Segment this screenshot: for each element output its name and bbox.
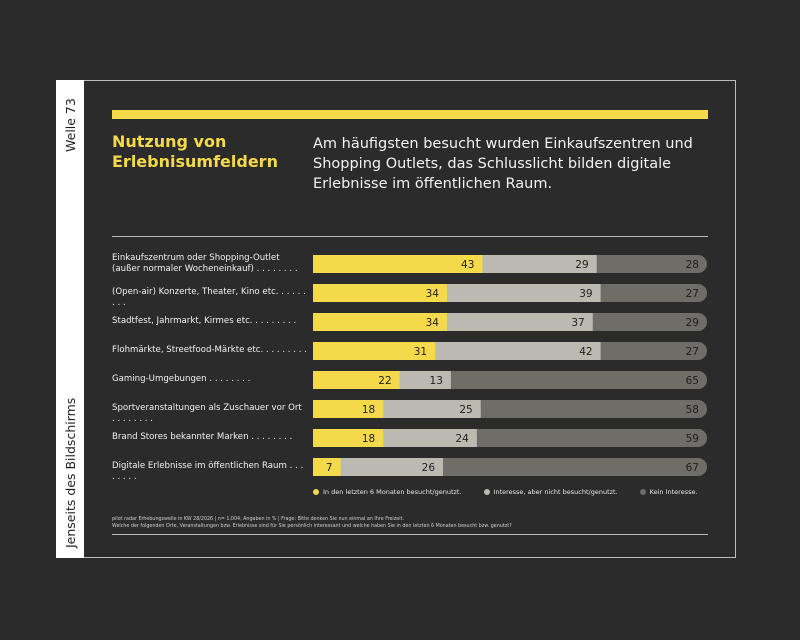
legend-dot-darkgray <box>639 489 646 495</box>
top-divider <box>112 236 708 237</box>
bar-cap-interest-8 <box>425 458 444 476</box>
value-label-no-interest-1: 28 <box>686 259 699 271</box>
category-label-4: Flohmärkte, Streetfood-Märkte etc. . . .… <box>112 345 307 355</box>
bar-cap-visited-6 <box>365 400 384 418</box>
accent-bar <box>112 110 708 119</box>
value-label-interest-7: 24 <box>455 433 469 445</box>
legend-item-interest: Interesse, aber nicht besucht/genutzt. <box>483 488 618 496</box>
category-label-7: Brand Stores bekannter Marken . . . . . … <box>112 432 293 442</box>
value-label-visited-5: 22 <box>378 375 391 387</box>
category-label-8: Digitale Erlebnisse im öffentlichen Raum… <box>112 461 304 482</box>
bar-cap-visited-1 <box>464 255 483 273</box>
bar-visited-6 <box>313 400 384 418</box>
bar-cap-visited-2 <box>428 284 447 302</box>
bar-visited-3 <box>313 313 447 331</box>
value-label-interest-2: 39 <box>579 288 592 300</box>
value-label-interest-5: 13 <box>430 375 443 387</box>
category-label-3: Stadtfest, Jahrmarkt, Kirmes etc. . . . … <box>112 316 297 326</box>
bar-cap-interest-5 <box>432 371 451 389</box>
bar-cap-interest-1 <box>578 255 597 273</box>
value-label-no-interest-6: 58 <box>686 404 699 416</box>
value-label-visited-2: 34 <box>426 288 440 300</box>
chart-title: Nutzung von Erlebnisumfeldern <box>112 132 278 171</box>
value-label-interest-4: 42 <box>579 346 592 358</box>
side-strip <box>56 80 84 558</box>
category-label-6: Sportveranstaltungen als Zuschauer vor O… <box>112 403 302 424</box>
topic-label: Jenseits des Bildschirms <box>63 397 78 548</box>
value-label-no-interest-4: 27 <box>686 346 699 358</box>
value-label-visited-3: 34 <box>426 317 440 329</box>
value-label-visited-7: 18 <box>362 433 375 445</box>
value-label-interest-1: 29 <box>575 259 588 271</box>
bar-cap-interest-2 <box>582 284 601 302</box>
legend-dot-lightgray <box>483 489 490 495</box>
bar-interest-8 <box>313 458 444 476</box>
legend-label-interest: Interesse, aber nicht besucht/genutzt. <box>493 488 618 496</box>
bar-cap-visited-8 <box>322 458 341 476</box>
bar-cap-interest-4 <box>582 342 601 360</box>
category-label-1: Einkaufszentrum oder Shopping-Outlet (au… <box>112 253 298 274</box>
stacked-bar-chart: 43 29 28 34 39 27 34 37 29 31 42 27 22 13 65 18 25 58 18 24… <box>313 255 707 476</box>
legend-item-visited: In den letzten 6 Monaten besucht/genutzt… <box>313 488 462 496</box>
value-label-visited-1: 43 <box>461 259 474 271</box>
value-label-no-interest-8: 67 <box>686 462 699 474</box>
value-label-interest-8: 26 <box>422 462 436 474</box>
bar-cap-interest-7 <box>458 429 477 447</box>
bar-cap-interest-6 <box>462 400 481 418</box>
bar-visited-4 <box>313 342 436 360</box>
source-note-line-1: pilot radar Erhebungswelle in KW 28/2026… <box>112 517 404 522</box>
value-label-interest-6: 25 <box>459 404 472 416</box>
category-label-5: Gaming-Umgebungen . . . . . . . . <box>112 374 251 384</box>
bar-visited-1 <box>313 255 483 273</box>
category-label-2: (Open-air) Konzerte, Theater, Kino etc. … <box>112 287 306 308</box>
value-label-no-interest-7: 59 <box>686 433 699 445</box>
bar-visited-7 <box>313 429 384 447</box>
legend-item-no-interest: Kein Interesse. <box>639 488 698 496</box>
source-note-line-2: Welche der folgenden Orte, Veranstaltung… <box>112 524 512 529</box>
chart-headline: Am häufigsten besucht wurden Einkaufszen… <box>313 136 693 192</box>
legend: In den letzten 6 Monaten besucht/genutzt… <box>313 488 698 496</box>
wave-label: Welle 73 <box>63 98 78 152</box>
value-label-visited-6: 18 <box>362 404 375 416</box>
value-label-visited-4: 31 <box>414 346 427 358</box>
bar-cap-visited-7 <box>365 429 384 447</box>
legend-dot-yellow <box>313 489 319 495</box>
value-label-no-interest-2: 27 <box>686 288 699 300</box>
legend-label-no-interest: Kein Interesse. <box>649 488 698 496</box>
bar-visited-2 <box>313 284 447 302</box>
value-label-no-interest-3: 29 <box>686 317 699 329</box>
bottom-divider <box>112 534 708 535</box>
bar-visited-5 <box>313 371 400 389</box>
value-label-interest-3: 37 <box>571 317 584 329</box>
bar-cap-visited-3 <box>428 313 447 331</box>
source-notes: pilot radar Erhebungswelle in KW 28/2026… <box>112 516 672 530</box>
value-label-visited-8: 7 <box>326 462 333 474</box>
bar-cap-visited-5 <box>381 371 400 389</box>
legend-label-visited: In den letzten 6 Monaten besucht/genutzt… <box>323 488 462 496</box>
bar-cap-visited-4 <box>417 342 436 360</box>
value-label-no-interest-5: 65 <box>686 375 699 387</box>
bar-cap-interest-3 <box>574 313 593 331</box>
